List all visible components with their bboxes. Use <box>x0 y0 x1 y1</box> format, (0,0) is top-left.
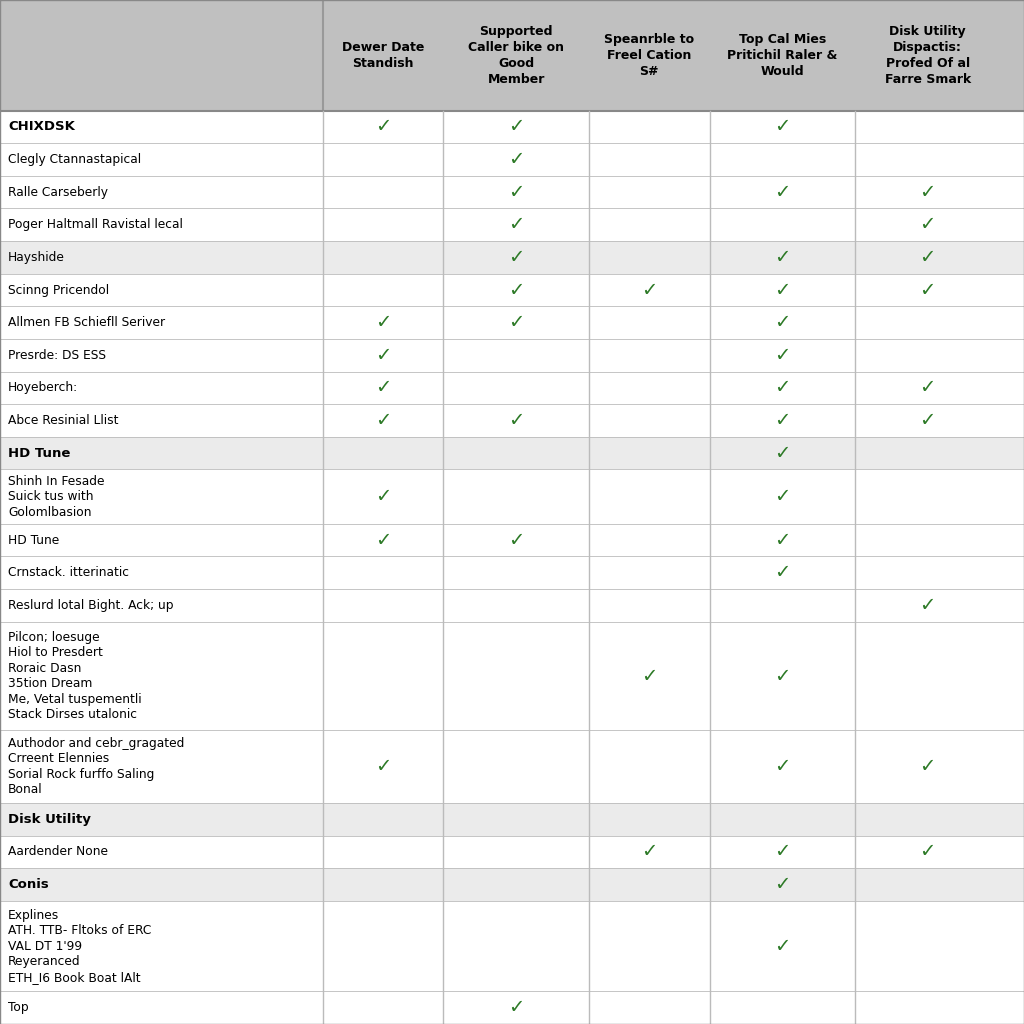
Bar <box>0 111 1024 143</box>
Text: ✓: ✓ <box>774 411 791 430</box>
Bar <box>0 143 1024 176</box>
Text: ✓: ✓ <box>375 118 391 136</box>
Bar <box>0 730 1024 803</box>
Text: ✓: ✓ <box>774 281 791 299</box>
Text: Reslurd lotal Bight. Ack; up: Reslurd lotal Bight. Ack; up <box>8 599 174 612</box>
Text: ✓: ✓ <box>774 443 791 463</box>
Bar <box>0 524 1024 556</box>
Text: Ralle Carseberly: Ralle Carseberly <box>8 185 109 199</box>
Text: ✓: ✓ <box>774 667 791 685</box>
Text: Poger Haltmall Ravistal lecal: Poger Haltmall Ravistal lecal <box>8 218 183 231</box>
Bar <box>0 622 1024 730</box>
Text: CHIXDSK: CHIXDSK <box>8 121 75 133</box>
Text: ✓: ✓ <box>774 843 791 861</box>
Bar <box>0 437 1024 469</box>
Text: ✓: ✓ <box>508 215 524 234</box>
Text: Conis: Conis <box>8 878 49 891</box>
Text: ✓: ✓ <box>774 182 791 202</box>
Text: Speanrble to
Freel Cation
S#: Speanrble to Freel Cation S# <box>604 33 694 78</box>
Text: ✓: ✓ <box>508 182 524 202</box>
Text: ✓: ✓ <box>375 530 391 550</box>
Bar <box>0 836 1024 868</box>
Text: ✓: ✓ <box>774 563 791 583</box>
Text: Aardender None: Aardender None <box>8 846 109 858</box>
Text: ✓: ✓ <box>508 248 524 267</box>
Bar <box>0 868 1024 901</box>
Text: ✓: ✓ <box>774 487 791 506</box>
Text: ✓: ✓ <box>375 411 391 430</box>
Bar <box>0 209 1024 241</box>
Bar <box>0 556 1024 589</box>
Text: Top: Top <box>8 1001 29 1014</box>
Bar <box>0 469 1024 524</box>
Text: HD Tune: HD Tune <box>8 446 71 460</box>
Text: Explines
ATH. TTB- Fltoks of ERC
VAL DT 1'99
Reyeranced
ETH_I6 Book Boat lAlt: Explines ATH. TTB- Fltoks of ERC VAL DT … <box>8 908 152 984</box>
Text: ✓: ✓ <box>375 379 391 397</box>
Text: Allmen FB Schiefll Seriver: Allmen FB Schiefll Seriver <box>8 316 165 329</box>
Text: Authodor and cebr_gragated
Crreent Elennies
Sorial Rock furffo Saling
Bonal: Authodor and cebr_gragated Crreent Elenn… <box>8 737 184 797</box>
Text: ✓: ✓ <box>375 313 391 332</box>
Text: ✓: ✓ <box>774 118 791 136</box>
Bar <box>0 241 1024 273</box>
Text: Disk Utility: Disk Utility <box>8 813 91 825</box>
Text: ✓: ✓ <box>774 937 791 955</box>
Text: Abce Resinial Llist: Abce Resinial Llist <box>8 414 119 427</box>
Text: ✓: ✓ <box>774 874 791 894</box>
Text: ✓: ✓ <box>508 118 524 136</box>
Text: ✓: ✓ <box>774 248 791 267</box>
Text: ✓: ✓ <box>641 281 657 299</box>
Text: ✓: ✓ <box>508 411 524 430</box>
Text: ✓: ✓ <box>508 530 524 550</box>
Bar <box>0 0 1024 111</box>
Text: ✓: ✓ <box>508 313 524 332</box>
Text: Clegly Ctannastapical: Clegly Ctannastapical <box>8 153 141 166</box>
Text: Disk Utility
Dispactis:
Profed Of al
Farre Smark: Disk Utility Dispactis: Profed Of al Far… <box>885 25 971 86</box>
Bar <box>0 273 1024 306</box>
Text: ✓: ✓ <box>920 281 936 299</box>
Text: Supported
Caller bike on
Good
Member: Supported Caller bike on Good Member <box>468 25 564 86</box>
Text: ✓: ✓ <box>375 346 391 365</box>
Text: ✓: ✓ <box>641 843 657 861</box>
Text: ✓: ✓ <box>375 757 391 776</box>
Bar <box>0 306 1024 339</box>
Text: ✓: ✓ <box>774 346 791 365</box>
Text: ✓: ✓ <box>774 313 791 332</box>
Bar <box>0 404 1024 437</box>
Text: ✓: ✓ <box>920 757 936 776</box>
Text: ✓: ✓ <box>375 487 391 506</box>
Text: ✓: ✓ <box>774 757 791 776</box>
Text: ✓: ✓ <box>920 248 936 267</box>
Text: Presrde: DS ESS: Presrde: DS ESS <box>8 349 106 361</box>
Text: ✓: ✓ <box>508 998 524 1017</box>
Bar <box>0 589 1024 622</box>
Text: ✓: ✓ <box>508 281 524 299</box>
Text: ✓: ✓ <box>920 596 936 614</box>
Text: ✓: ✓ <box>920 215 936 234</box>
Text: ✓: ✓ <box>920 411 936 430</box>
Bar <box>0 176 1024 209</box>
Text: HD Tune: HD Tune <box>8 534 59 547</box>
Text: Top Cal Mies
Pritichil Raler &
Would: Top Cal Mies Pritichil Raler & Would <box>727 33 838 78</box>
Text: Crnstack. itterinatic: Crnstack. itterinatic <box>8 566 129 580</box>
Text: ✓: ✓ <box>920 182 936 202</box>
Text: Hayshide: Hayshide <box>8 251 66 264</box>
Text: ✓: ✓ <box>920 379 936 397</box>
Bar <box>0 803 1024 836</box>
Text: Dewer Date
Standish: Dewer Date Standish <box>342 41 424 70</box>
Text: Scinng Pricendol: Scinng Pricendol <box>8 284 110 297</box>
Text: Pilcon; loesuge
Hiol to Presdert
Roraic Dasn
35tion Dream
Me, Vetal tuspementli
: Pilcon; loesuge Hiol to Presdert Roraic … <box>8 631 141 721</box>
Text: ✓: ✓ <box>774 530 791 550</box>
Bar <box>0 339 1024 372</box>
Text: Hoyeberch:: Hoyeberch: <box>8 381 78 394</box>
Text: ✓: ✓ <box>920 843 936 861</box>
Text: ✓: ✓ <box>508 151 524 169</box>
Text: ✓: ✓ <box>774 379 791 397</box>
Text: Shinh In Fesade
Suick tus with
Golomlbasion: Shinh In Fesade Suick tus with Golomlbas… <box>8 474 104 518</box>
Bar <box>0 372 1024 404</box>
Text: ✓: ✓ <box>641 667 657 685</box>
Bar <box>0 901 1024 991</box>
Bar <box>0 991 1024 1024</box>
